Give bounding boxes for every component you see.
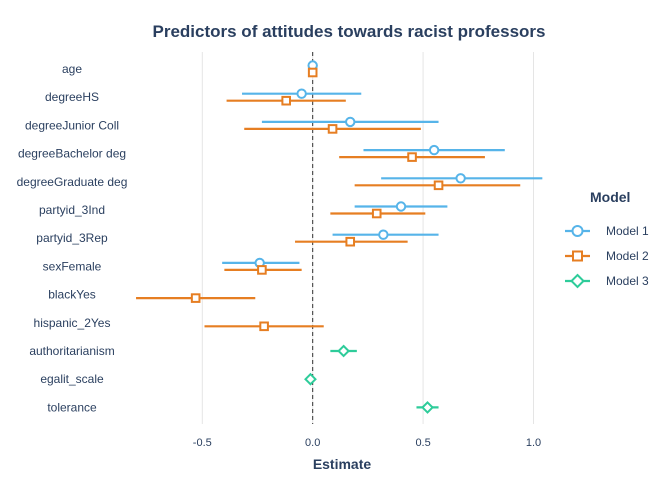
estimate-point	[304, 372, 317, 386]
y-tick-label: degreeJunior Coll	[25, 118, 119, 132]
legend-marker	[570, 273, 585, 289]
estimate-point	[421, 400, 434, 414]
x-tick-label: 1.0	[526, 437, 541, 449]
y-tick-label: blackYes	[48, 288, 96, 302]
legend-label: Model 2	[606, 249, 649, 263]
legend: Model Model 1 Model 2 Model 3	[565, 189, 649, 289]
y-tick-label: degreeHS	[45, 90, 99, 104]
estimate-point	[378, 229, 389, 240]
chart-title: Predictors of attitudes towards racist p…	[153, 22, 546, 41]
y-tick-label: partyid_3Ind	[39, 203, 105, 217]
y-tick-label: age	[62, 62, 82, 76]
legend-label: Model 1	[606, 224, 649, 238]
estimate-point	[395, 201, 407, 212]
legend-label: Model 3	[606, 274, 649, 288]
legend-marker	[571, 225, 584, 237]
estimate-point	[296, 88, 307, 99]
estimate-point	[337, 344, 351, 358]
x-axis-label: Estimate	[313, 456, 372, 472]
series-model-2	[136, 67, 521, 332]
y-tick-label: tolerance	[47, 400, 97, 414]
estimate-point	[190, 293, 201, 303]
estimate-point	[428, 144, 440, 156]
y-tick-label: partyid_3Rep	[36, 231, 108, 245]
x-tick-label: 0.0	[305, 437, 320, 449]
series-model-1	[222, 60, 543, 269]
y-tick-label: sexFemale	[43, 259, 102, 273]
x-tick-label: 0.5	[415, 437, 430, 449]
legend-item: Model 3	[565, 273, 649, 289]
x-tick-label: -0.5	[193, 437, 212, 449]
estimate-point	[345, 236, 356, 247]
estimate-point	[281, 95, 291, 106]
legend-marker	[572, 250, 583, 262]
y-tick-label: degreeGraduate deg	[17, 175, 128, 189]
legend-item: Model 1	[565, 224, 649, 238]
series-model-3	[304, 344, 439, 414]
y-tick-label: egalit_scale	[40, 372, 104, 386]
estimate-point	[345, 116, 356, 128]
estimate-point	[257, 265, 267, 275]
estimate-point	[307, 67, 318, 78]
estimate-point	[455, 173, 466, 184]
estimate-point	[259, 321, 269, 332]
legend-title: Model	[590, 189, 630, 205]
estimate-point	[327, 124, 338, 134]
y-tick-label: hispanic_2Yes	[34, 316, 111, 330]
y-axis-ticks: age degreeHS degreeJunior Coll degreeBachel…	[17, 62, 128, 414]
y-tick-label: authoritarianism	[29, 344, 114, 358]
estimate-point	[371, 208, 382, 219]
estimate-point	[433, 180, 444, 191]
grid	[201, 52, 535, 424]
y-tick-label: degreeBachelor deg	[18, 147, 126, 161]
series-group	[136, 60, 543, 414]
legend-item: Model 2	[565, 249, 649, 263]
estimate-point	[407, 152, 417, 162]
x-axis-ticks: -0.5 0.0 0.5 1.0	[193, 437, 541, 449]
